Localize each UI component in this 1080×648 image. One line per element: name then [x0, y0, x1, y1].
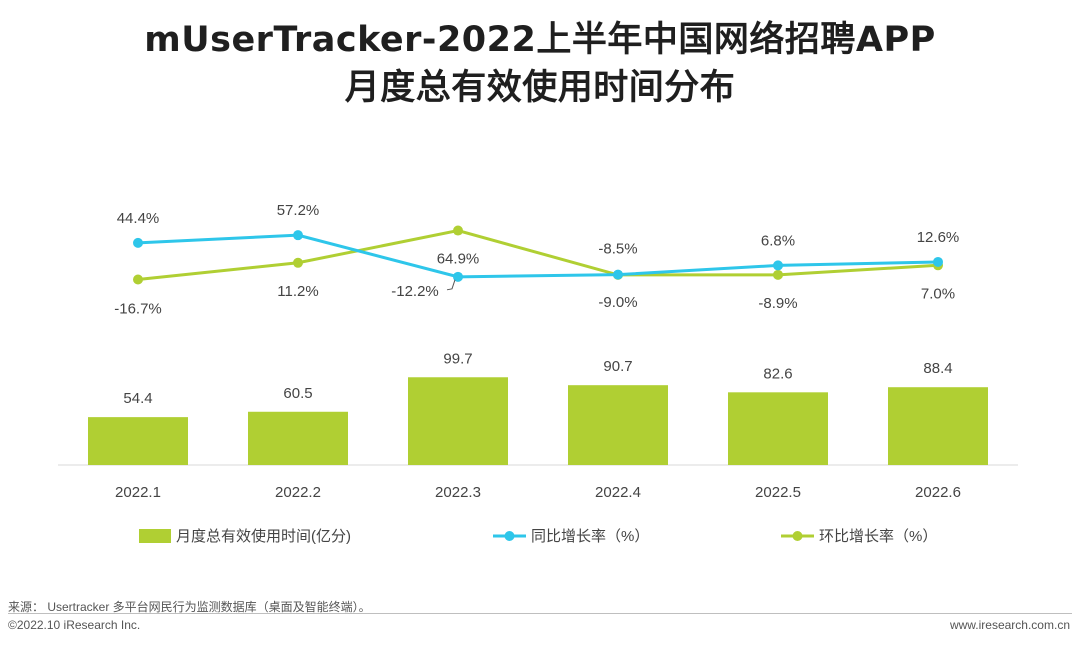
bar [248, 411, 348, 465]
x-tick-label: 2022.6 [915, 484, 961, 501]
yoy-data-label: 57.2% [277, 202, 320, 219]
yoy-data-label: 6.8% [761, 232, 795, 249]
mom-data-label: -9.0% [598, 294, 637, 311]
bar-value-label: 60.5 [283, 385, 312, 402]
bar [408, 377, 508, 465]
chart-title-line1: mUserTracker-2022上半年中国网络招聘APP [144, 20, 936, 60]
mom-data-label: -16.7% [114, 301, 162, 318]
source-note: 来源： Usertracker 多平台网民行为监测数据库（桌面及智能终端）。 [8, 600, 371, 614]
mom-series-point [133, 274, 143, 285]
website-url: www.iresearch.com.cn [949, 618, 1070, 632]
legend-label-bars: 月度总有效使用时间(亿分) [176, 528, 351, 545]
bar [888, 387, 988, 465]
mom-series-point [293, 257, 303, 268]
x-tick-label: 2022.5 [755, 484, 801, 501]
yoy-series-point [293, 230, 303, 241]
yoy-data-label: 44.4% [117, 210, 160, 227]
yoy-data-label: -12.2% [391, 283, 439, 300]
mom-series-line [137, 229, 939, 282]
legend-marker-yoy [504, 531, 515, 541]
bar [728, 392, 828, 465]
yoy-series-point [773, 260, 783, 271]
yoy-series-point [613, 269, 623, 280]
footer-divider [8, 613, 1072, 614]
bar-value-label: 54.4 [123, 390, 152, 407]
yoy-series-point [133, 237, 143, 248]
mom-data-label: -8.9% [758, 295, 797, 312]
yoy-series-line [137, 233, 939, 279]
mom-series-point [453, 225, 463, 236]
mom-data-label: 11.2% [277, 283, 318, 300]
mom-data-label: 64.9% [437, 251, 480, 268]
copyright: ©2022.10 iResearch Inc. [8, 618, 141, 632]
mom-series-point [773, 269, 783, 280]
bar [88, 417, 188, 465]
yoy-data-label: 12.6% [917, 229, 960, 246]
x-tick-label: 2022.2 [275, 484, 321, 501]
yoy-data-label: -8.5% [598, 241, 637, 258]
yoy-label-leader [446, 279, 456, 291]
mom-data-label: 7.0% [921, 285, 955, 302]
yoy-series-point [453, 271, 463, 282]
bar-value-label: 88.4 [923, 360, 952, 377]
x-tick-label: 2022.3 [435, 484, 481, 501]
yoy-series-point [933, 256, 943, 267]
bar-value-label: 90.7 [603, 358, 632, 375]
bar [568, 385, 668, 465]
legend-swatch-bars [139, 529, 171, 543]
legend-label-yoy: 同比增长率（%） [531, 528, 649, 545]
legend-marker-mom [792, 531, 803, 541]
bar-value-label: 99.7 [443, 350, 472, 367]
legend-label-mom: 环比增长率（%） [819, 528, 937, 545]
x-tick-label: 2022.1 [115, 484, 161, 501]
x-tick-label: 2022.4 [595, 484, 641, 501]
bar-value-label: 82.6 [763, 365, 792, 382]
chart-title-line2: 月度总有效使用时间分布 [344, 68, 736, 108]
